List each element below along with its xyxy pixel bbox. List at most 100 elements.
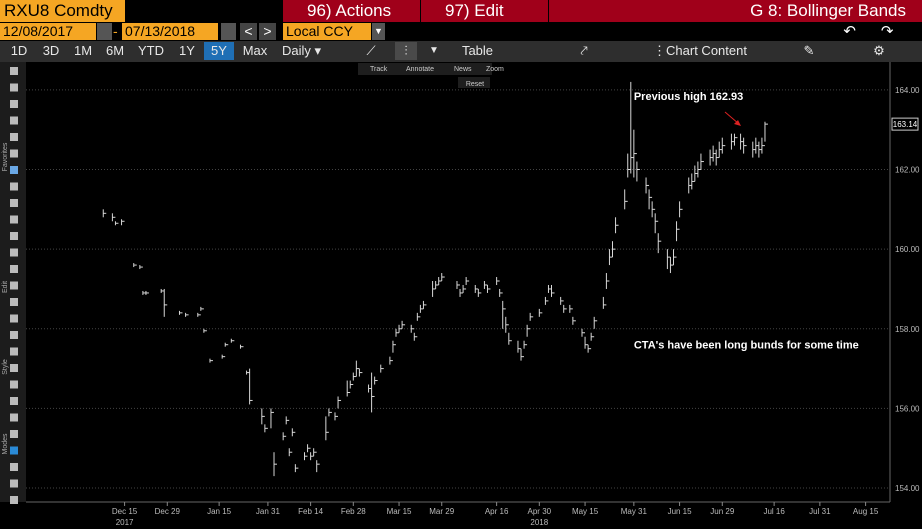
tool-icon[interactable]: [10, 281, 18, 290]
last-value-box: [891, 117, 919, 131]
chart-type-dropdown[interactable]: ▼: [429, 45, 439, 56]
x-tick-label: Jun 29: [710, 507, 735, 516]
x-tick-label: Mar 15: [387, 507, 412, 516]
x-tick-label: Dec 29: [155, 507, 181, 516]
y-tick-label: 164.00: [895, 86, 920, 95]
range-button[interactable]: 1D: [10, 43, 28, 58]
tool-icon[interactable]: [10, 496, 18, 504]
tool-icon[interactable]: [10, 199, 18, 207]
share-icon[interactable]: ⤤: [580, 43, 588, 58]
side-label: Style: [2, 359, 9, 375]
range-button[interactable]: 5Y: [204, 42, 234, 60]
chart-tool[interactable]: Annotate: [406, 66, 434, 73]
settings-icon[interactable]: ⚙: [873, 43, 885, 58]
y-tick-label: 158.00: [895, 325, 920, 334]
x-tick-label: Jul 16: [763, 507, 785, 516]
next-button[interactable]: >: [259, 23, 276, 40]
tool-icon[interactable]: [10, 380, 18, 389]
y-tick-label: 154.00: [895, 484, 920, 493]
x-tick-label: Feb 28: [341, 507, 366, 516]
function-title: G 8: Bollinger Bands: [549, 0, 922, 22]
y-tick-label: 160.00: [895, 245, 920, 254]
side-label: Modes: [2, 433, 9, 455]
year-label: 2017: [116, 518, 134, 527]
side-label: Favorites: [2, 142, 9, 171]
tool-icon[interactable]: [10, 215, 18, 224]
edit-menu[interactable]: 97) Edit: [421, 0, 548, 22]
edit-icon[interactable]: ✎: [803, 43, 815, 58]
tool-icon[interactable]: [10, 133, 18, 141]
tool-icon[interactable]: [10, 364, 18, 372]
table-button[interactable]: Table: [461, 43, 494, 58]
tool-icon[interactable]: [10, 166, 18, 174]
bar-icon[interactable]: ⫶: [395, 42, 417, 60]
range-button[interactable]: 3D: [42, 43, 60, 58]
range-button[interactable]: 1Y: [179, 43, 195, 58]
tool-icon[interactable]: [10, 149, 18, 158]
y-tick-label: 162.00: [895, 166, 920, 175]
currency-dropdown[interactable]: ▼: [372, 23, 385, 40]
tool-icon[interactable]: [10, 100, 18, 108]
tool-icon[interactable]: [10, 347, 18, 356]
tool-icon[interactable]: [10, 331, 18, 339]
actions-menu[interactable]: 96) Actions: [283, 0, 420, 22]
tool-icon[interactable]: [10, 314, 18, 323]
range-button[interactable]: YTD: [138, 43, 164, 58]
range-button[interactable]: 1M: [73, 43, 93, 58]
line-icon[interactable]: ⟋: [366, 43, 376, 58]
x-tick-label: Mar 29: [429, 507, 454, 516]
chart-tool[interactable]: News: [454, 66, 472, 73]
tool-icon[interactable]: [10, 430, 18, 438]
arrow-head: [734, 120, 741, 126]
tool-icon[interactable]: [10, 397, 18, 405]
date-separator: -: [113, 23, 118, 39]
chart-content-label: Chart Content: [666, 43, 747, 58]
chart-content-button[interactable]: ⋮Chart Content: [653, 43, 747, 58]
prev-button[interactable]: <: [240, 23, 257, 40]
x-tick-label: May 31: [621, 507, 648, 516]
x-tick-label: Aug 15: [853, 507, 879, 516]
tool-icon[interactable]: [10, 413, 18, 422]
period-label: Daily: [282, 43, 311, 58]
x-tick-label: Feb 14: [298, 507, 323, 516]
tool-icon[interactable]: [10, 182, 18, 191]
range-button[interactable]: 6M: [105, 43, 125, 58]
period-dropdown[interactable]: Daily ▾: [282, 43, 322, 58]
currency-field[interactable]: Local CCY: [283, 23, 371, 40]
tool-icon[interactable]: [10, 83, 18, 92]
side-label: Edit: [2, 281, 9, 293]
range-button[interactable]: Max: [242, 43, 268, 58]
tool-icon[interactable]: [10, 67, 18, 75]
x-tick-label: Jan 31: [256, 507, 281, 516]
calendar-icon[interactable]: [97, 23, 112, 40]
security-field[interactable]: RXU8 Comdty: [0, 0, 125, 22]
tool-icon[interactable]: [10, 116, 18, 125]
tool-icon[interactable]: [10, 463, 18, 471]
year-label: 2018: [530, 518, 548, 527]
x-tick-label: Apr 30: [528, 507, 552, 516]
chart: Reset Track Annotate News Zoom Favorites Edit…: [0, 62, 920, 527]
tool-icon[interactable]: [10, 265, 18, 273]
tool-icon[interactable]: [10, 446, 18, 455]
chart-tool[interactable]: Track: [370, 66, 388, 73]
last-value-label: 163.14: [893, 120, 918, 129]
tool-icon[interactable]: [10, 248, 18, 257]
reset-button[interactable]: [458, 77, 490, 88]
reset-label[interactable]: Reset: [466, 81, 484, 88]
annotation: CTA's have been long bunds for some time: [634, 340, 859, 352]
x-tick-label: Jun 15: [668, 507, 693, 516]
x-tick-label: Jul 31: [809, 507, 831, 516]
x-tick-label: May 15: [572, 507, 599, 516]
x-tick-label: Dec 15: [112, 507, 138, 516]
tool-icon[interactable]: [10, 232, 18, 240]
tool-icon[interactable]: [10, 479, 18, 488]
chart-tool[interactable]: Zoom: [486, 66, 504, 73]
end-date[interactable]: 07/13/2018: [122, 23, 218, 40]
tool-icon[interactable]: [10, 298, 18, 306]
x-tick-label: Apr 16: [485, 507, 509, 516]
annotation: Previous high 162.93: [634, 91, 743, 103]
start-date[interactable]: 12/08/2017: [0, 23, 96, 40]
calendar-icon[interactable]: [221, 23, 236, 40]
nav-arrows[interactable]: ↶ ↷: [835, 23, 894, 40]
